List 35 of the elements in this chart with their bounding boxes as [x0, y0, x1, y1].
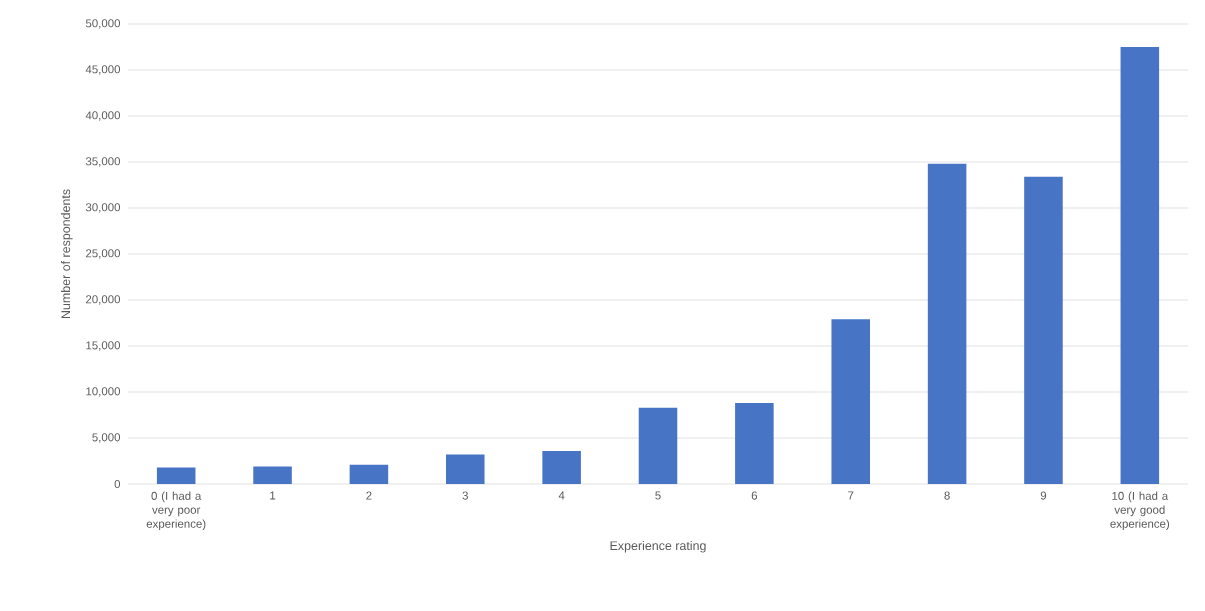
- bar: [1120, 47, 1160, 484]
- x-tick-label: 10 (I had a very good experience): [1110, 491, 1170, 531]
- x-tick-label: 7: [848, 491, 854, 500]
- y-tick-label: 40,000: [85, 111, 121, 121]
- x-tick-label: 8: [944, 491, 950, 500]
- bar: [831, 319, 870, 484]
- y-tick-label: 25,000: [86, 249, 121, 259]
- x-tick-label: 1: [270, 491, 276, 500]
- x-tick-label: 2: [366, 491, 372, 500]
- x-axis-title: Experience rating: [610, 540, 706, 553]
- y-tick-label: 5,000: [92, 433, 121, 443]
- y-tick-label: 10,000: [86, 387, 121, 397]
- y-tick-label: 50,000: [85, 19, 121, 29]
- bar: [1024, 176, 1063, 484]
- x-tick-label: 3: [462, 491, 468, 500]
- y-tick-label: 15,000: [86, 341, 121, 351]
- y-axis-title: Number of respondents: [60, 189, 73, 319]
- bar: [735, 403, 774, 484]
- bar: [927, 163, 967, 484]
- bar: [542, 450, 581, 484]
- bar: [638, 407, 678, 484]
- x-tick-label: 6: [751, 491, 758, 500]
- y-tick-label: 20,000: [86, 295, 121, 305]
- y-tick-label: 0: [114, 479, 121, 489]
- y-tick-label: 30,000: [85, 203, 121, 213]
- bar: [349, 464, 389, 484]
- bar: [446, 454, 485, 484]
- y-tick-label: 45,000: [85, 65, 121, 75]
- bar: [253, 466, 292, 484]
- x-tick-label: 4: [558, 491, 565, 500]
- y-tick-label: 35,000: [85, 157, 121, 167]
- bar: [156, 467, 196, 484]
- x-tick-label: 5: [655, 491, 661, 500]
- x-tick-label: 0 (I had a very poor experience): [146, 491, 206, 531]
- x-tick-label: 9: [1040, 491, 1047, 500]
